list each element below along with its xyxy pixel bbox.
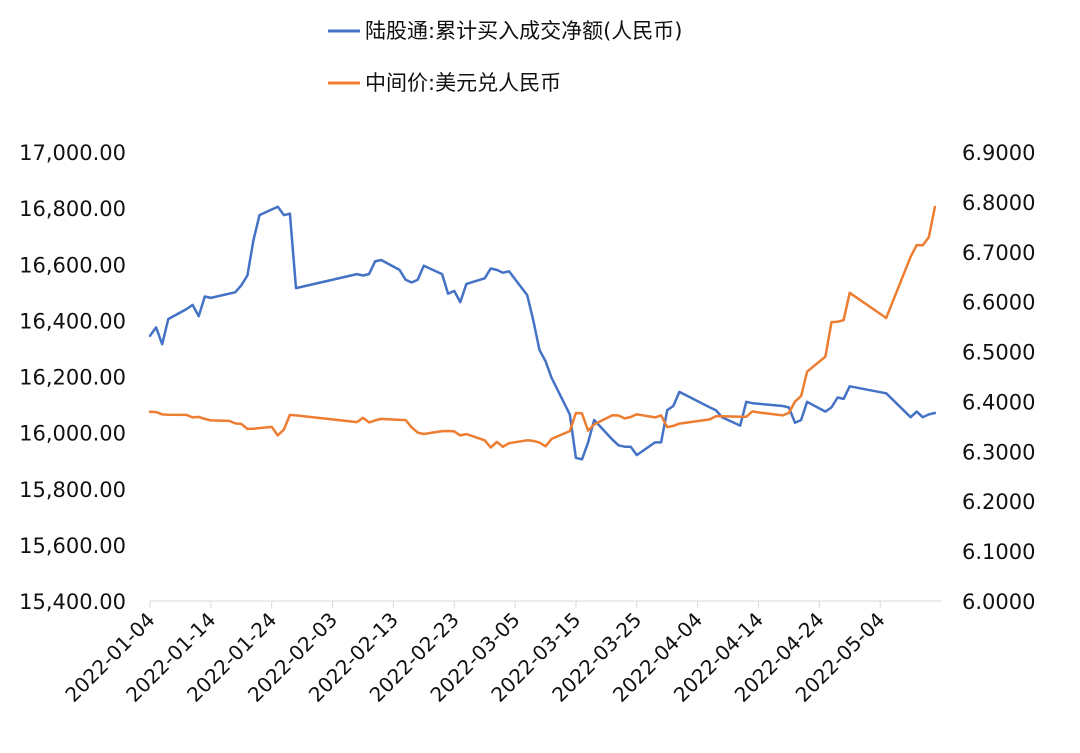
y-right-tick-label: 6.7000	[962, 241, 1035, 265]
y-left-tick-label: 16,000.00	[19, 422, 126, 446]
y-left-tick-label: 15,800.00	[19, 478, 126, 502]
y-left-tick-label: 16,400.00	[19, 309, 126, 333]
y-right-tick-label: 6.5000	[962, 341, 1035, 365]
series-line-1	[148, 205, 937, 461]
legend-label-series-1: 陆股通:累计买入成交净额(人民币)	[365, 19, 682, 43]
y-left-tick-label: 17,000.00	[19, 141, 126, 165]
y-left-tick-label: 15,400.00	[19, 590, 126, 614]
y-left-tick-label: 16,600.00	[19, 253, 126, 277]
y-right-tick-label: 6.0000	[962, 590, 1035, 614]
y-right-tick-label: 6.3000	[962, 440, 1035, 464]
y-right-tick-label: 6.6000	[962, 291, 1035, 315]
y-left-tick-label: 16,800.00	[19, 197, 126, 221]
legend: 陆股通:累计买入成交净额(人民币) 中间价:美元兑人民币	[328, 19, 682, 95]
y-left-tick-label: 15,600.00	[19, 534, 126, 558]
series-layer	[148, 205, 937, 461]
legend-label-series-2: 中间价:美元兑人民币	[365, 71, 561, 95]
y-right-tick-label: 6.1000	[962, 540, 1035, 564]
y-right-tick-label: 6.9000	[962, 141, 1035, 165]
y-right-tick-label: 6.2000	[962, 490, 1035, 514]
y-left-tick-label: 16,200.00	[19, 366, 126, 390]
series-line-2	[148, 205, 937, 449]
y-right-tick-label: 6.8000	[962, 191, 1035, 215]
y-right-tick-label: 6.4000	[962, 390, 1035, 414]
axes: 15,400.00 15,600.00 15,800.00 16,000.00 16,2…	[19, 141, 1035, 707]
